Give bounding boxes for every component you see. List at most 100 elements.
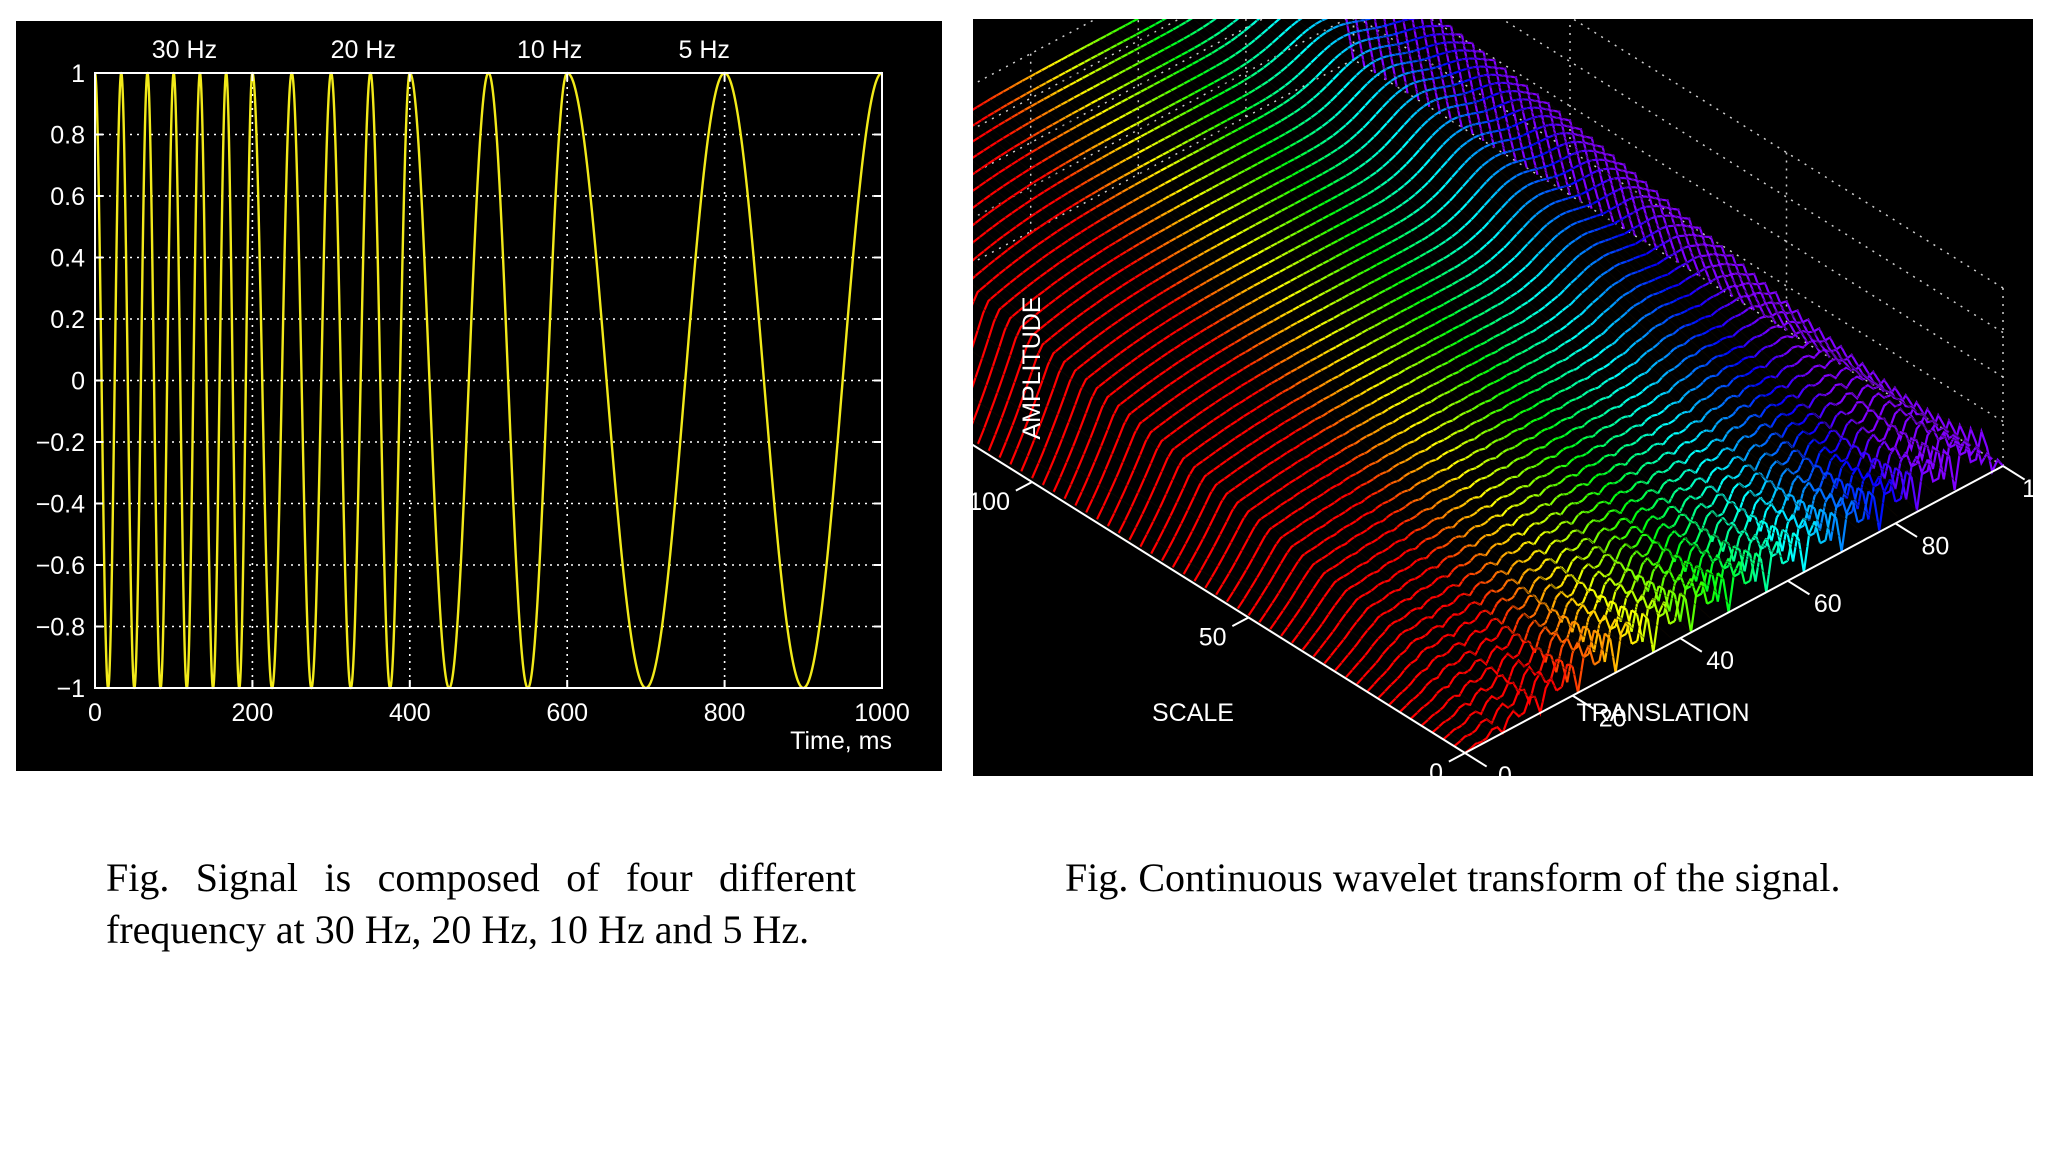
surface-segment	[1608, 391, 1616, 398]
surface-segment	[1380, 67, 1388, 73]
surface-segment	[1765, 308, 1820, 352]
surface-segment	[1393, 524, 1401, 532]
surface-segment	[1154, 80, 1161, 86]
surface-segment	[1797, 517, 1805, 529]
surface-segment	[1700, 486, 1708, 497]
surface-segment	[1208, 215, 1216, 221]
surface-segment	[1646, 444, 1654, 452]
surface-segment	[1786, 450, 1794, 463]
surface-segment	[1283, 98, 1291, 104]
surface-segment	[1413, 128, 1421, 136]
surface-segment	[1517, 573, 1525, 585]
surface-segment	[1430, 382, 1437, 387]
surface-segment	[1662, 497, 1670, 504]
surface-segment	[1322, 380, 1330, 386]
scale-axis	[973, 443, 1466, 754]
surface-segment	[1456, 164, 1464, 173]
surface-segment	[1733, 394, 1739, 398]
surface-segment	[1630, 471, 1637, 476]
surface-segment	[1560, 358, 1567, 363]
surface-segment	[1539, 502, 1546, 508]
surface-segment	[1505, 295, 1513, 301]
surface-segment	[1786, 411, 1793, 417]
surface-segment	[1257, 310, 1265, 315]
surface-segment	[1354, 272, 1362, 278]
surface-segment	[1549, 467, 1557, 474]
surface-segment	[1462, 334, 1470, 340]
surface-segment	[1630, 603, 1639, 633]
surface-segment	[1511, 399, 1518, 404]
surface-segment	[1544, 530, 1551, 534]
surface-segment	[1770, 417, 1778, 428]
surface-segment	[1370, 171, 1377, 177]
surface-segment	[1322, 410, 1330, 417]
surface-segment	[1505, 218, 1513, 226]
surface-segment	[1646, 506, 1654, 512]
surface-segment	[1294, 107, 1302, 114]
y-tick-label: 0.4	[50, 245, 85, 273]
surface-segment	[1467, 123, 1474, 128]
surface-segment	[1597, 255, 1604, 262]
surface-segment	[1386, 44, 1393, 48]
surface-segment	[1331, 54, 1339, 62]
surface-segment	[1360, 344, 1367, 350]
surface-segment	[1506, 534, 1514, 542]
surface-segment	[1456, 226, 1464, 234]
surface-segment	[1073, 64, 1080, 69]
surface-segment	[1046, 169, 1054, 175]
surface-segment	[1277, 49, 1285, 57]
surface-segment	[1537, 152, 1544, 158]
surface-segment	[1521, 146, 1528, 150]
surface-segment	[1861, 426, 1869, 434]
surface-row	[1377, 385, 1918, 699]
surface-segment	[1706, 429, 1712, 433]
surface-segment	[1517, 427, 1524, 431]
surface-segment	[1203, 309, 1211, 316]
surface-segment	[1106, 166, 1113, 172]
surface-segment	[1641, 552, 1649, 558]
surface-segment	[1479, 521, 1487, 527]
surface-segment	[1629, 271, 1636, 276]
surface-segment	[1548, 147, 1555, 153]
surface-segment	[1667, 419, 1675, 425]
surface-segment	[1338, 311, 1346, 316]
surface-segment	[1593, 660, 1601, 666]
surface-segment	[1154, 199, 1162, 205]
surface-segment	[1235, 111, 1242, 117]
surface-segment	[1143, 26, 1150, 32]
surface-segment	[1613, 387, 1621, 394]
surface-segment	[1354, 227, 1361, 233]
surface-segment	[1117, 236, 1124, 243]
surface-segment	[1580, 175, 1588, 181]
surface-segment	[1526, 98, 1533, 102]
surface-segment	[1376, 381, 1384, 387]
surface-segment	[1407, 175, 1415, 183]
surface-segment	[1543, 366, 1551, 372]
surface-segment	[1393, 509, 1400, 514]
surface-segment	[1187, 257, 1194, 263]
surface-segment	[1926, 427, 2004, 491]
surface-segment	[1073, 138, 1081, 144]
surface-segment	[1355, 484, 1362, 490]
surface-segment	[1505, 162, 1512, 168]
surface-segment	[1051, 120, 1059, 126]
surface-segment	[1694, 254, 1701, 259]
surface-segment	[1430, 441, 1438, 447]
surface-segment	[1337, 50, 1345, 57]
surface-segment	[1095, 362, 1227, 520]
surface-segment	[1176, 233, 1183, 239]
back-grid-line	[973, 19, 1265, 175]
surface-segment	[1160, 257, 1167, 263]
surface-segment	[1447, 569, 1455, 578]
surface-segment	[1495, 362, 1502, 368]
surface-segment	[1478, 146, 1485, 152]
surface-segment	[1095, 172, 1102, 178]
surface-segment	[1560, 476, 1568, 483]
surface-segment	[1420, 508, 1427, 513]
surface-segment	[1203, 158, 1210, 164]
surface-segment	[1235, 156, 1242, 162]
surface-segment	[1554, 360, 1561, 366]
surface-segment	[1377, 488, 1384, 494]
surface-segment	[1397, 249, 1405, 255]
surface-segment	[1791, 404, 1799, 414]
